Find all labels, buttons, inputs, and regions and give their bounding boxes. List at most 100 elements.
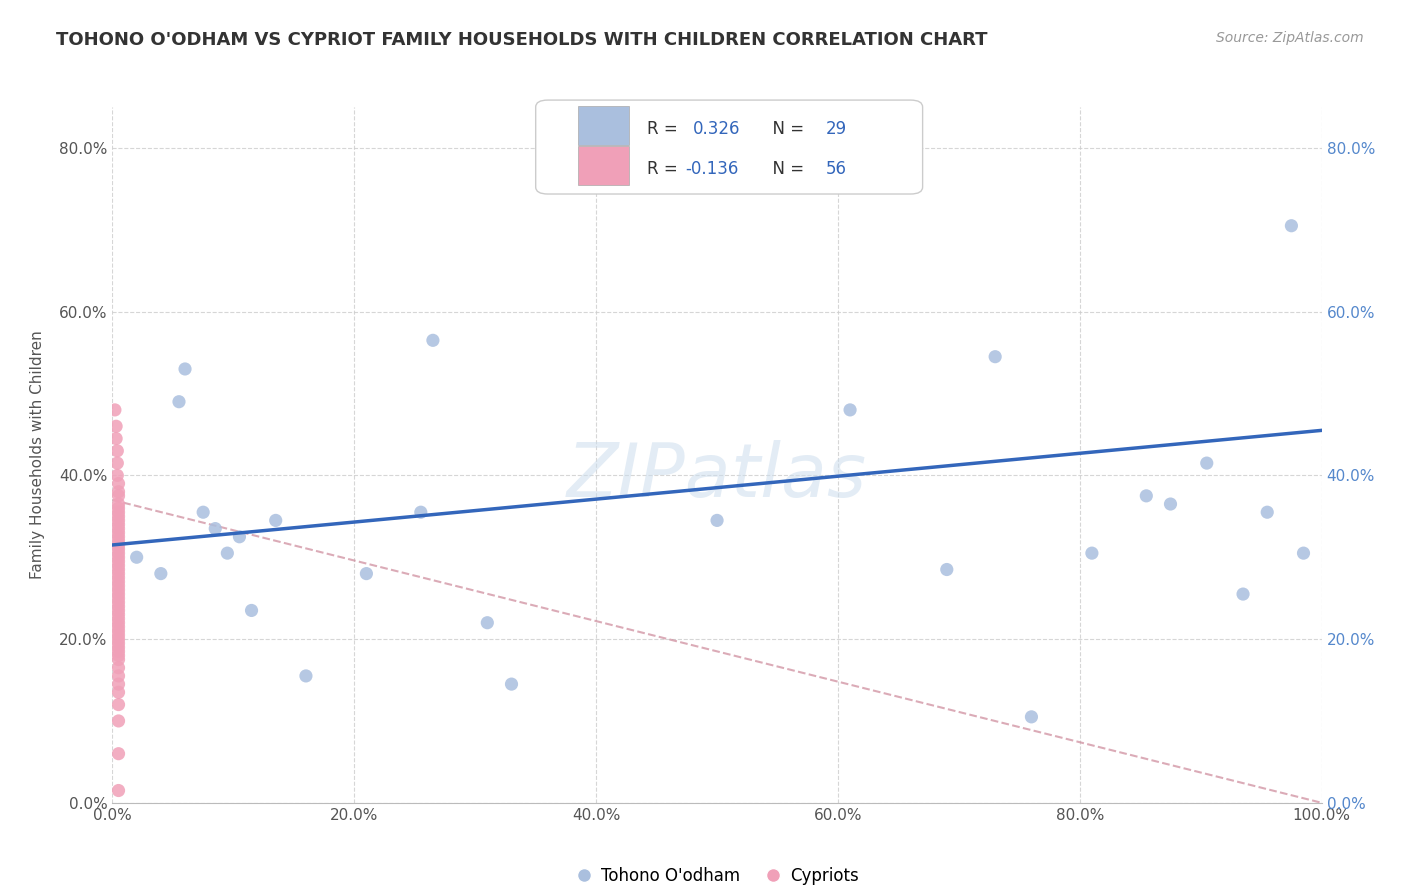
Point — [228, 530, 250, 544]
Point — [107, 636, 129, 650]
Point — [1232, 587, 1254, 601]
Point — [105, 432, 128, 446]
Point — [107, 669, 129, 683]
Point — [107, 574, 129, 589]
Point — [107, 783, 129, 797]
Y-axis label: Family Households with Children: Family Households with Children — [31, 331, 45, 579]
Point — [107, 587, 129, 601]
Point — [107, 599, 129, 614]
Point — [501, 677, 523, 691]
Point — [104, 403, 127, 417]
Point — [107, 562, 129, 576]
Point — [422, 334, 444, 348]
Point — [1256, 505, 1278, 519]
Point — [107, 558, 129, 573]
Point — [107, 661, 129, 675]
Point — [1195, 456, 1218, 470]
Point — [107, 747, 129, 761]
Point — [107, 525, 129, 540]
Point — [105, 419, 128, 434]
Point — [107, 628, 129, 642]
Point — [409, 505, 432, 519]
Point — [264, 513, 287, 527]
Text: Source: ZipAtlas.com: Source: ZipAtlas.com — [1216, 31, 1364, 45]
Point — [107, 554, 129, 568]
FancyBboxPatch shape — [578, 106, 628, 145]
Point — [107, 517, 129, 532]
Point — [107, 546, 129, 560]
Text: 56: 56 — [825, 161, 846, 178]
Point — [174, 362, 197, 376]
FancyBboxPatch shape — [536, 100, 922, 194]
Point — [839, 403, 862, 417]
Point — [107, 652, 129, 666]
Point — [107, 603, 129, 617]
Text: N =: N = — [762, 120, 810, 138]
Point — [107, 484, 129, 499]
Text: R =: R = — [647, 120, 683, 138]
Text: N =: N = — [762, 161, 810, 178]
Point — [984, 350, 1007, 364]
Point — [107, 550, 129, 565]
Point — [107, 714, 129, 728]
Point — [706, 513, 728, 527]
Point — [107, 509, 129, 524]
Text: R =: R = — [647, 161, 683, 178]
Text: TOHONO O'ODHAM VS CYPRIOT FAMILY HOUSEHOLDS WITH CHILDREN CORRELATION CHART: TOHONO O'ODHAM VS CYPRIOT FAMILY HOUSEHO… — [56, 31, 988, 49]
Point — [295, 669, 318, 683]
Point — [107, 685, 129, 699]
Point — [107, 566, 129, 581]
Point — [107, 533, 129, 548]
Text: 29: 29 — [825, 120, 846, 138]
Point — [107, 640, 129, 655]
Point — [107, 615, 129, 630]
Point — [107, 591, 129, 606]
Point — [107, 513, 129, 527]
Point — [125, 550, 148, 565]
Point — [107, 538, 129, 552]
Point — [107, 571, 129, 585]
Point — [1135, 489, 1157, 503]
Point — [105, 468, 128, 483]
Point — [1159, 497, 1181, 511]
Point — [1021, 710, 1043, 724]
Point — [107, 476, 129, 491]
Point — [107, 677, 129, 691]
Point — [107, 501, 129, 516]
Text: -0.136: -0.136 — [686, 161, 740, 178]
Point — [107, 607, 129, 622]
Point — [107, 620, 129, 634]
Point — [107, 632, 129, 646]
Point — [356, 566, 378, 581]
Point — [191, 505, 214, 519]
Point — [107, 489, 129, 503]
Point — [107, 505, 129, 519]
Point — [107, 644, 129, 658]
Point — [107, 530, 129, 544]
Point — [935, 562, 957, 576]
Point — [107, 497, 129, 511]
Point — [107, 579, 129, 593]
Point — [107, 648, 129, 663]
Legend: Tohono O'odham, Cypriots: Tohono O'odham, Cypriots — [569, 860, 865, 891]
FancyBboxPatch shape — [578, 146, 628, 185]
Point — [204, 522, 226, 536]
Point — [1081, 546, 1104, 560]
Point — [107, 595, 129, 609]
Point — [105, 456, 128, 470]
Point — [1279, 219, 1302, 233]
Point — [107, 582, 129, 597]
Text: ZIPatlas: ZIPatlas — [567, 440, 868, 512]
Point — [477, 615, 499, 630]
Point — [149, 566, 172, 581]
Point — [107, 698, 129, 712]
Point — [107, 612, 129, 626]
Point — [107, 542, 129, 557]
Point — [1292, 546, 1315, 560]
Point — [167, 394, 190, 409]
Point — [105, 443, 128, 458]
Point — [107, 522, 129, 536]
Point — [107, 624, 129, 638]
Point — [240, 603, 263, 617]
Point — [217, 546, 239, 560]
